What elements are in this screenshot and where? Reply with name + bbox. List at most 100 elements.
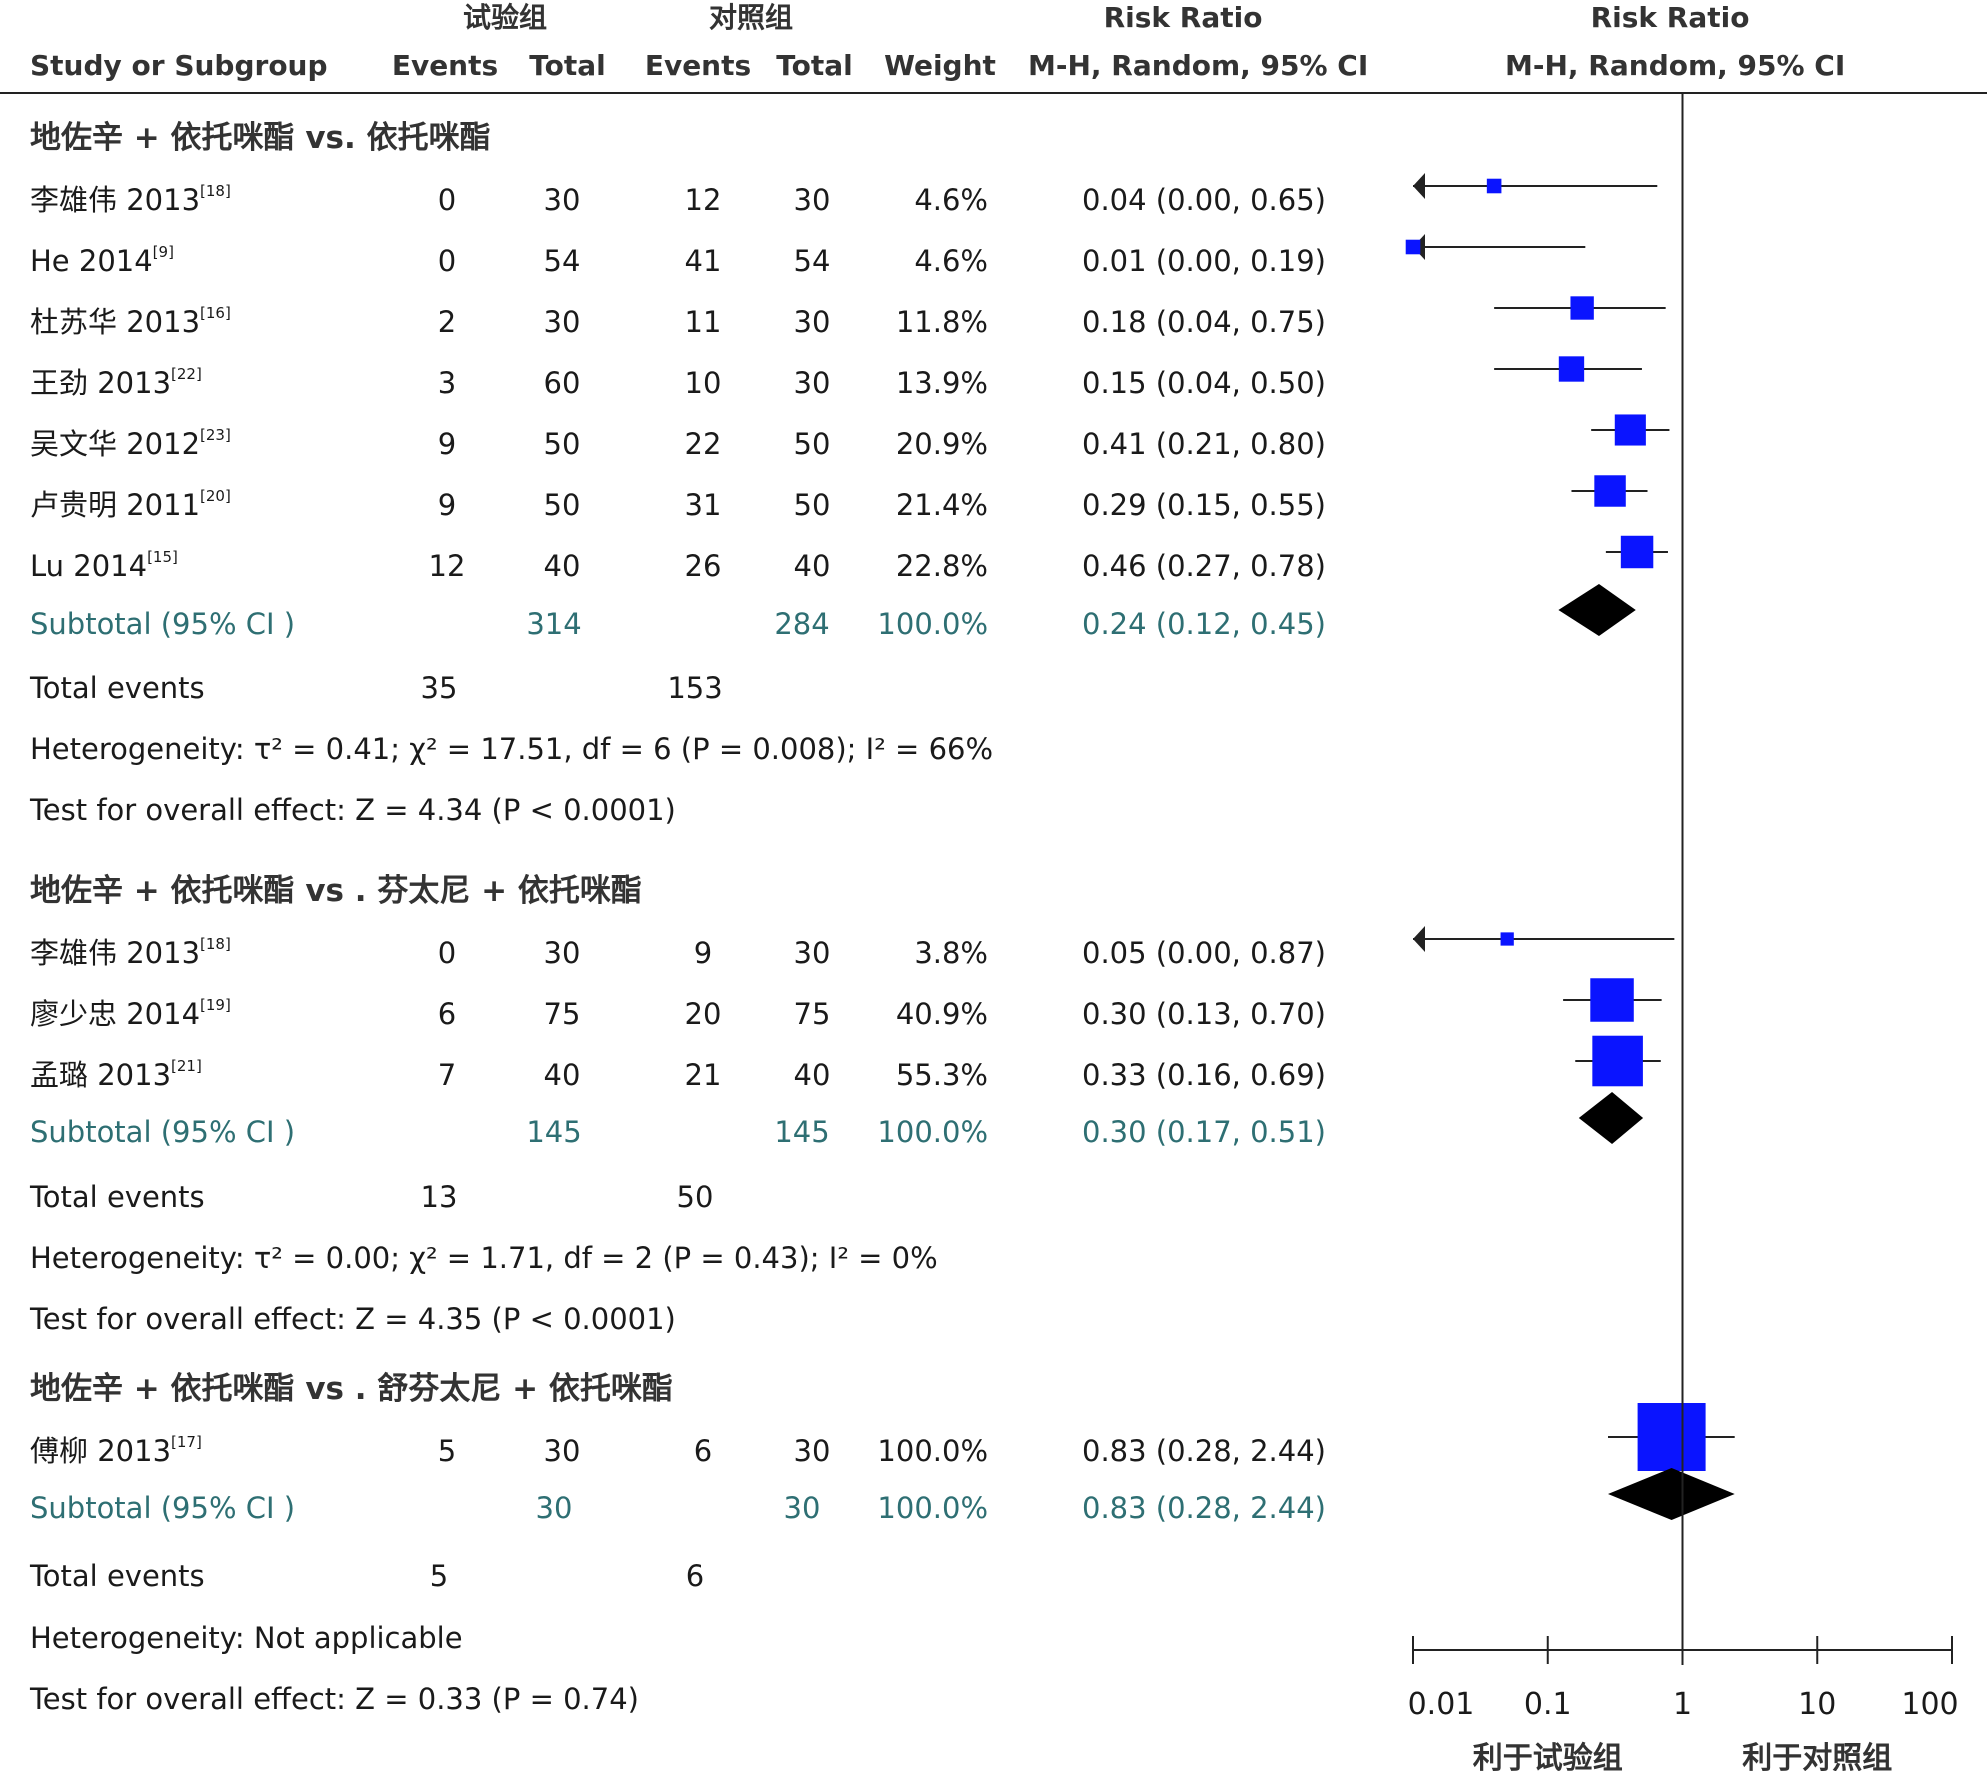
exp-events-cell: 0	[437, 244, 457, 278]
subtotal-label: Subtotal (95% CI )	[30, 1115, 296, 1149]
ctrl-total-cell: 30	[793, 183, 831, 217]
subtotal-ci: 0.83 (0.28, 2.44)	[1082, 1491, 1326, 1525]
subtotal-diamond	[1608, 1468, 1735, 1520]
overall-effect-text: Test for overall effect: Z = 0.33 (P = 0…	[30, 1682, 639, 1716]
exp-events-cell: 9	[437, 427, 457, 461]
ci-cell: 0.83 (0.28, 2.44)	[1082, 1434, 1326, 1468]
exp-total-cell: 40	[543, 1058, 581, 1092]
exp-total-cell: 60	[543, 366, 581, 400]
ci-arrow-left	[1413, 926, 1425, 952]
study-ref: [9]	[152, 243, 174, 261]
study-square	[1637, 1403, 1706, 1471]
study-ref: [23]	[200, 426, 231, 444]
exp-total-header: Total	[529, 49, 606, 82]
subtotal-ctrl-total: 145	[774, 1115, 830, 1149]
ctrl-total-cell: 40	[793, 1058, 831, 1092]
x-tick-label: 10	[1798, 1687, 1836, 1722]
total-events-ctrl: 50	[676, 1180, 714, 1214]
total-events-label: Total events	[30, 1559, 205, 1593]
exp-group-header: 试验组	[462, 1, 547, 34]
ci-cell: 0.01 (0.00, 0.19)	[1082, 244, 1326, 278]
weight-cell: 55.3%	[895, 1058, 988, 1092]
group-title: 地佐辛 + 依托咪酯 vs. 依托咪酯	[30, 120, 491, 156]
weight-cell: 3.8%	[914, 936, 988, 970]
ctrl-events-cell: 20	[684, 997, 722, 1031]
x-tick-label: 0.1	[1524, 1687, 1572, 1722]
study-name: 廖少忠 2014[19]	[30, 996, 231, 1031]
study-name: 李雄伟 2013[18]	[30, 935, 231, 970]
rr-method-header: M-H, Random, 95% CI	[1028, 49, 1369, 82]
subtotal-diamond	[1558, 584, 1636, 636]
study-name: 卢贵明 2011[20]	[30, 487, 231, 522]
total-events-exp: 35	[420, 671, 458, 705]
ctrl-group-header: 对照组	[708, 1, 793, 34]
total-events-ctrl: 6	[685, 1559, 705, 1593]
exp-total-cell: 75	[543, 997, 581, 1031]
ctrl-total-cell: 75	[793, 997, 831, 1031]
ctrl-events-header: Events	[644, 49, 752, 82]
exp-events-cell: 0	[437, 183, 457, 217]
study-square	[1590, 978, 1634, 1022]
subtotal-exp-total: 314	[526, 607, 582, 641]
exp-events-cell: 7	[437, 1058, 457, 1092]
study-ref: [18]	[200, 182, 231, 200]
exp-events-cell: 5	[437, 1434, 457, 1468]
ctrl-total-cell: 50	[793, 427, 831, 461]
study-square	[1405, 239, 1421, 255]
subtotal-exp-total: 30	[535, 1491, 573, 1525]
ctrl-events-cell: 10	[684, 366, 722, 400]
ctrl-total-header: Total	[776, 49, 853, 82]
exp-total-cell: 50	[543, 427, 581, 461]
exp-events-cell: 0	[437, 936, 457, 970]
subtotal-ci: 0.30 (0.17, 0.51)	[1082, 1115, 1326, 1149]
ctrl-total-cell: 40	[793, 549, 831, 583]
group-title: 地佐辛 + 依托咪酯 vs . 舒芬太尼 + 依托咪酯	[30, 1371, 673, 1407]
ctrl-events-cell: 31	[684, 488, 722, 522]
study-name: 李雄伟 2013[18]	[30, 182, 231, 217]
study-name: Lu 2014[15]	[30, 548, 178, 583]
subtotal-weight: 100.0%	[877, 1491, 988, 1525]
heterogeneity-text: Heterogeneity: Not applicable	[30, 1621, 463, 1655]
study-ref: [17]	[171, 1433, 202, 1451]
study-name: 吴文华 2012[23]	[30, 426, 231, 461]
weight-cell: 22.8%	[895, 549, 988, 583]
heterogeneity-text: Heterogeneity: τ² = 0.41; χ² = 17.51, df…	[30, 732, 994, 766]
study-column-header: Study or Subgroup	[30, 49, 328, 82]
exp-events-cell: 6	[437, 997, 457, 1031]
ci-cell: 0.33 (0.16, 0.69)	[1082, 1058, 1326, 1092]
study-square	[1592, 1035, 1643, 1087]
weight-cell: 40.9%	[895, 997, 988, 1031]
weight-cell: 4.6%	[914, 183, 988, 217]
favours-left-label: 利于试验组	[1473, 1741, 1623, 1771]
study-square	[1614, 414, 1646, 446]
subtotal-weight: 100.0%	[877, 1115, 988, 1149]
weight-cell: 11.8%	[895, 305, 988, 339]
exp-total-cell: 54	[543, 244, 581, 278]
heterogeneity-text: Heterogeneity: τ² = 0.00; χ² = 1.71, df …	[30, 1241, 938, 1275]
ctrl-events-cell: 6	[693, 1434, 713, 1468]
total-events-exp: 13	[420, 1180, 458, 1214]
ci-cell: 0.05 (0.00, 0.87)	[1082, 936, 1326, 970]
overall-effect-text: Test for overall effect: Z = 4.34 (P < 0…	[30, 793, 676, 827]
study-name: He 2014[9]	[30, 243, 174, 278]
ci-cell: 0.15 (0.04, 0.50)	[1082, 366, 1326, 400]
total-events-ctrl: 153	[667, 671, 723, 705]
exp-total-cell: 30	[543, 183, 581, 217]
study-ref: [19]	[200, 996, 231, 1014]
ci-cell: 0.41 (0.21, 0.80)	[1082, 427, 1326, 461]
study-name: 傅柳 2013[17]	[30, 1433, 202, 1468]
study-square	[1620, 535, 1654, 569]
ctrl-events-cell: 22	[684, 427, 722, 461]
study-name: 王劲 2013[22]	[30, 365, 202, 400]
study-ref: [21]	[171, 1057, 202, 1075]
exp-events-header: Events	[391, 49, 499, 82]
ctrl-total-cell: 30	[793, 936, 831, 970]
ci-cell: 0.30 (0.13, 0.70)	[1082, 997, 1326, 1031]
subtotal-diamond	[1578, 1092, 1644, 1144]
study-name: 孟璐 2013[21]	[30, 1057, 202, 1092]
subtotal-ctrl-total: 284	[774, 607, 830, 641]
ctrl-events-cell: 11	[684, 305, 722, 339]
exp-total-cell: 30	[543, 305, 581, 339]
ci-cell: 0.29 (0.15, 0.55)	[1082, 488, 1326, 522]
